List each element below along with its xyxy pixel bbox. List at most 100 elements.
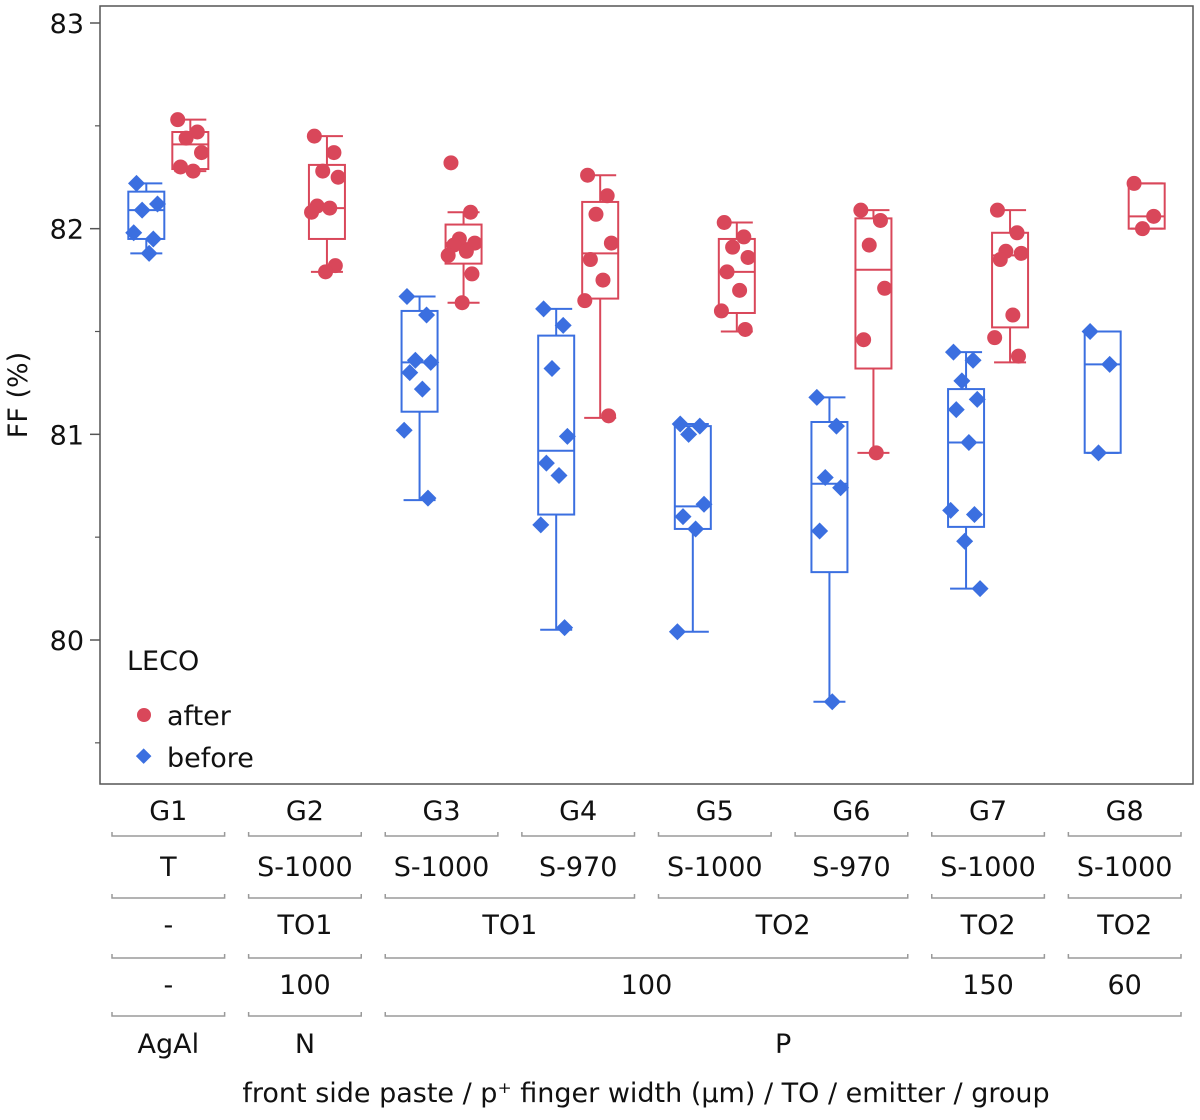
point-after-G7 <box>987 330 1003 346</box>
row-label: N <box>295 1029 315 1060</box>
point-before-G8 <box>1089 444 1107 462</box>
row-bracket <box>931 954 1046 959</box>
row-label: 100 <box>279 970 331 1001</box>
row-label: - <box>163 970 173 1001</box>
point-after-G4 <box>601 408 617 424</box>
point-after-G1 <box>170 112 186 128</box>
point-after-G5 <box>737 321 753 337</box>
point-after-G7 <box>1005 307 1021 323</box>
row-label: S-1000 <box>1077 852 1173 883</box>
row-bracket <box>111 832 226 837</box>
point-before-G6 <box>832 479 850 497</box>
row-bracket <box>111 1012 226 1017</box>
point-before-G3 <box>413 380 431 398</box>
point-before-G3 <box>422 353 440 371</box>
row-label: S-1000 <box>940 852 1036 883</box>
row-label: S-1000 <box>257 852 353 883</box>
point-after-G4 <box>577 293 593 309</box>
point-after-G6 <box>861 237 877 253</box>
point-before-G3 <box>401 364 419 382</box>
legend-before-marker <box>135 748 152 764</box>
box-before-G6 <box>810 396 849 703</box>
row-label: TO2 <box>960 910 1016 941</box>
row-label: TO2 <box>755 910 811 941</box>
point-after-G1 <box>178 130 194 146</box>
row-bracket <box>384 954 909 959</box>
point-after-G5 <box>736 229 752 245</box>
point-after-G2 <box>304 204 320 220</box>
point-after-G2 <box>318 264 334 280</box>
row-bracket <box>384 832 499 837</box>
row-label: 100 <box>621 970 673 1001</box>
box-iqr <box>537 334 576 516</box>
legend-after-label: after <box>167 701 232 732</box>
point-before-G4 <box>543 360 561 378</box>
row-bracket <box>1067 954 1182 959</box>
point-before-G8 <box>1081 323 1099 340</box>
row-label: T <box>159 852 177 883</box>
point-before-G7 <box>971 580 989 598</box>
y-axis-title: FF (%) <box>3 352 34 438</box>
row-label: TO1 <box>481 910 537 941</box>
point-before-G1 <box>128 174 146 192</box>
point-before-G1 <box>149 195 167 213</box>
point-before-G3 <box>418 306 436 324</box>
point-before-G5 <box>668 623 686 641</box>
point-after-G5 <box>725 239 741 255</box>
point-before-G4 <box>556 619 574 637</box>
point-after-G2 <box>315 163 331 179</box>
row-bracket <box>247 832 362 837</box>
row-bracket <box>384 894 636 899</box>
point-before-G7 <box>953 372 971 390</box>
row-bracket <box>111 954 226 959</box>
point-before-G6 <box>816 469 834 487</box>
point-after-G6 <box>868 445 884 461</box>
group-label-G3: G3 <box>423 796 461 827</box>
y-tick-label: 83 <box>50 9 84 40</box>
point-before-G7 <box>968 390 986 408</box>
row-bracket <box>247 954 362 959</box>
y-tick-label: 80 <box>50 626 84 657</box>
group-label-G5: G5 <box>696 796 734 827</box>
point-after-G4 <box>582 252 598 268</box>
point-after-G7 <box>992 252 1008 268</box>
point-after-G4 <box>588 206 604 222</box>
group-label-G4: G4 <box>559 796 597 827</box>
point-before-G7 <box>964 351 982 369</box>
row-label: S-1000 <box>394 852 490 883</box>
point-after-G8 <box>1146 208 1162 224</box>
point-before-G1 <box>133 201 151 219</box>
legend-title: LECO <box>127 646 199 677</box>
group-label-G2: G2 <box>286 796 324 827</box>
point-after-G3 <box>454 295 470 311</box>
x-axis-title: front side paste / p⁺ finger width (µm) … <box>242 1078 1049 1109</box>
point-after-G6 <box>853 202 869 218</box>
box-iqr <box>947 388 986 528</box>
y-axis: 80 81 82 83 <box>50 9 100 744</box>
point-after-G8 <box>1126 175 1142 191</box>
point-before-G3 <box>398 288 416 306</box>
row-bracket <box>657 832 772 837</box>
point-before-G7 <box>947 401 965 419</box>
point-after-G4 <box>580 167 596 183</box>
point-after-G7 <box>989 202 1005 218</box>
point-after-G2 <box>306 128 322 144</box>
point-after-G1 <box>194 145 210 161</box>
legend-before-label: before <box>167 743 254 774</box>
point-after-G7 <box>1009 225 1025 241</box>
row-bracket <box>657 894 909 899</box>
point-after-G3 <box>443 155 459 171</box>
row-bracket <box>1067 894 1182 899</box>
row-bracket <box>111 894 226 899</box>
row-label: AgAl <box>138 1029 200 1060</box>
point-after-G2 <box>322 200 338 216</box>
row-label: TO2 <box>1096 910 1152 941</box>
row-bracket <box>931 832 1046 837</box>
row-label: S-1000 <box>667 852 763 883</box>
point-after-G3 <box>463 204 479 220</box>
row-bracket <box>247 1012 362 1017</box>
row-label: - <box>163 910 173 941</box>
point-after-G1 <box>173 159 189 175</box>
point-before-G5 <box>674 508 692 526</box>
